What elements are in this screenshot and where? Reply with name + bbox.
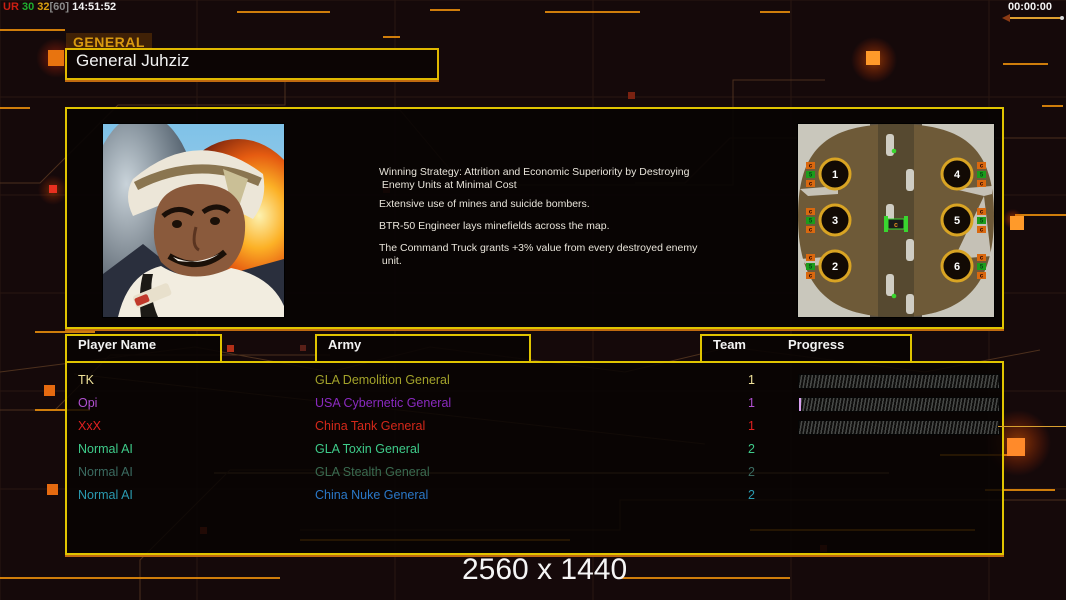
svg-text:4: 4 <box>954 169 961 181</box>
svg-text:1: 1 <box>832 169 838 181</box>
svg-text:2: 2 <box>832 261 838 273</box>
svg-text:3: 3 <box>832 215 838 227</box>
svg-text:c: c <box>894 222 898 229</box>
svg-text:5: 5 <box>954 215 960 227</box>
svg-text:6: 6 <box>954 261 960 273</box>
